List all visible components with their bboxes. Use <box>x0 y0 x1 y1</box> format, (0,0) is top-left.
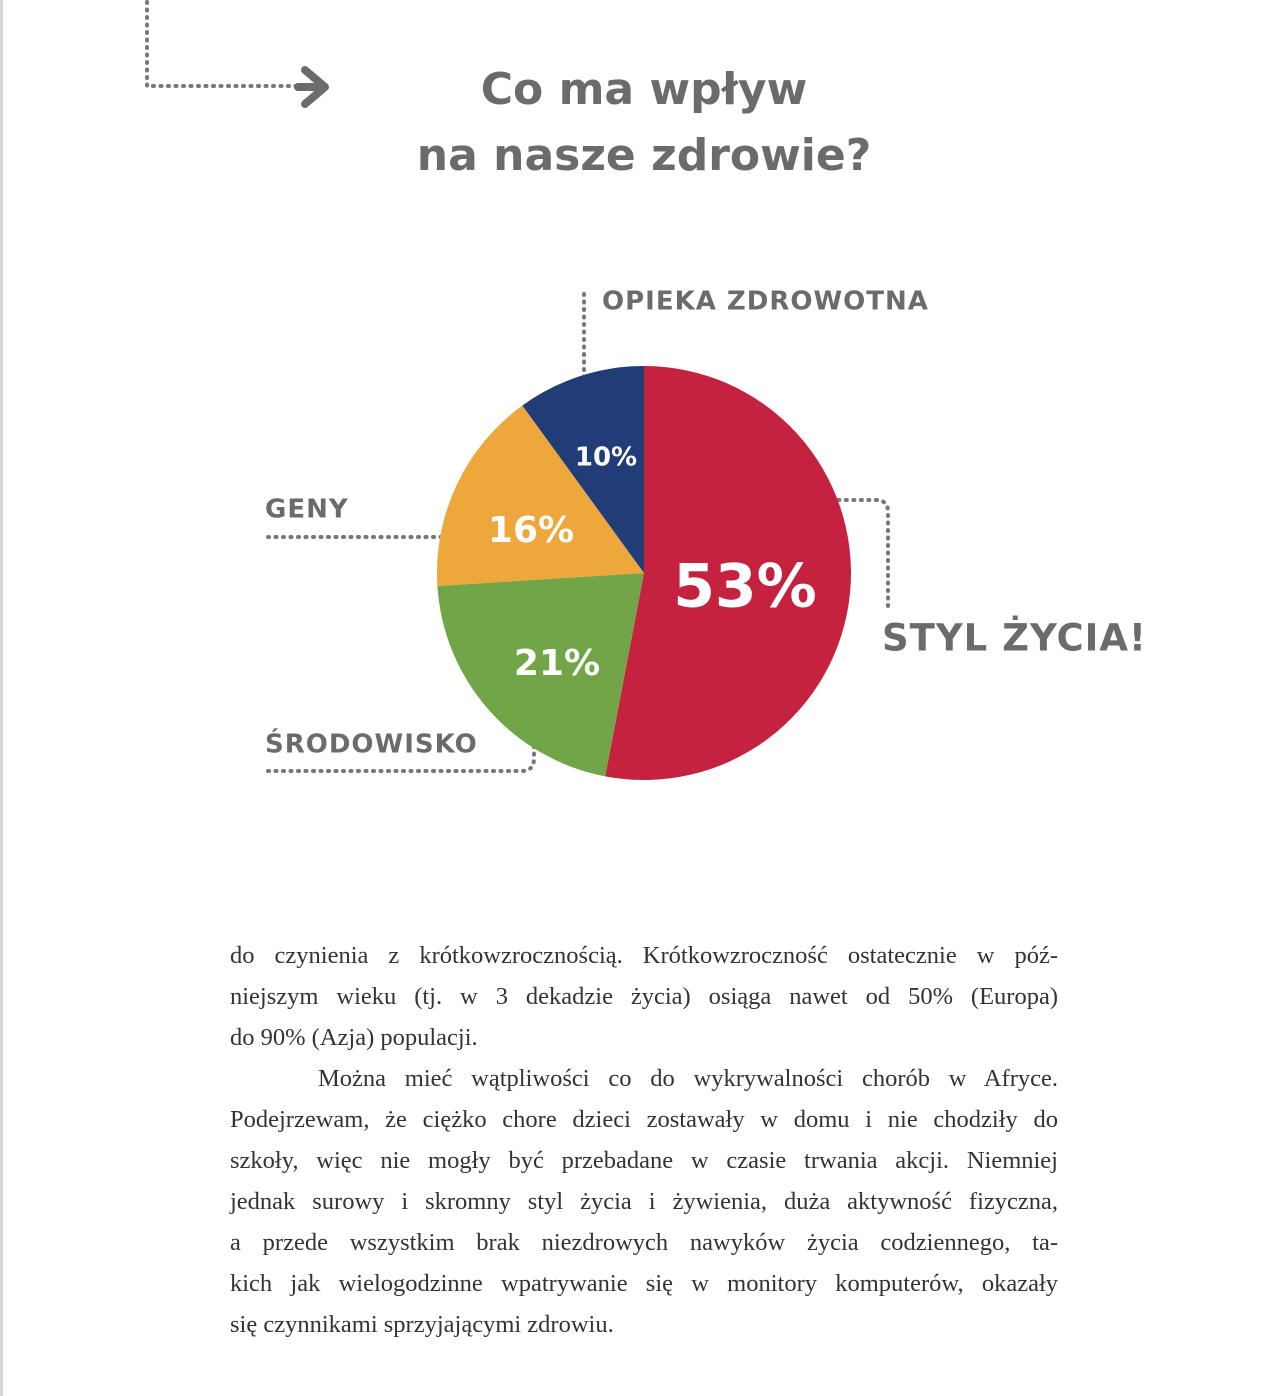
text-line: do 90% (Azja) populacji. <box>230 1024 478 1051</box>
pie-slice <box>437 405 644 586</box>
category-label: ŚRODOWISKO <box>265 728 478 760</box>
value-label: 16% <box>488 510 574 551</box>
decor-arrow <box>145 0 329 108</box>
category-label: GENY <box>265 495 349 525</box>
chart-title: na nasze zdrowie? <box>417 130 871 181</box>
pie-slice <box>522 366 644 573</box>
text-line: jednak surowy i skromny styl życia i żyw… <box>230 1188 1058 1215</box>
value-label: 21% <box>514 643 600 684</box>
pie-slice <box>605 366 852 780</box>
category-label: STYL ŻYCIA! <box>882 616 1147 660</box>
text-line: niejszym wieku (tj. w 3 dekadzie życia) … <box>230 983 1058 1010</box>
text-line: Podejrzewam, że ciężko chore dzieci zost… <box>230 1106 1058 1133</box>
text-line: Można mieć wątpliwości co do wykrywalnoś… <box>318 1065 1058 1092</box>
text-line: się czynnikami sprzyjającymi zdrowiu. <box>230 1311 614 1338</box>
page-edge <box>0 0 3 1396</box>
chart-title: Co ma wpływ <box>481 64 808 115</box>
value-label: 10% <box>575 443 637 473</box>
body-text: do czynienia z krótkowzrocznością. Krótk… <box>230 935 1058 1345</box>
value-label: 53% <box>673 552 817 622</box>
chart: Co ma wpływ na nasze zdrowie? 53% STYL ŻY… <box>145 0 1147 780</box>
text-line: szkoły, więc nie mogły być przebadane w … <box>230 1147 1058 1174</box>
text-line: a przede wszystkim brak niezdrowych nawy… <box>230 1229 1058 1256</box>
category-label: OPIEKA ZDROWOTNA <box>602 287 929 317</box>
text-line: do czynienia z krótkowzrocznością. Krótk… <box>230 942 1058 969</box>
text-line: kich jak wielogodzinne wpatrywanie się w… <box>230 1270 1058 1297</box>
pie-slice <box>437 573 644 777</box>
